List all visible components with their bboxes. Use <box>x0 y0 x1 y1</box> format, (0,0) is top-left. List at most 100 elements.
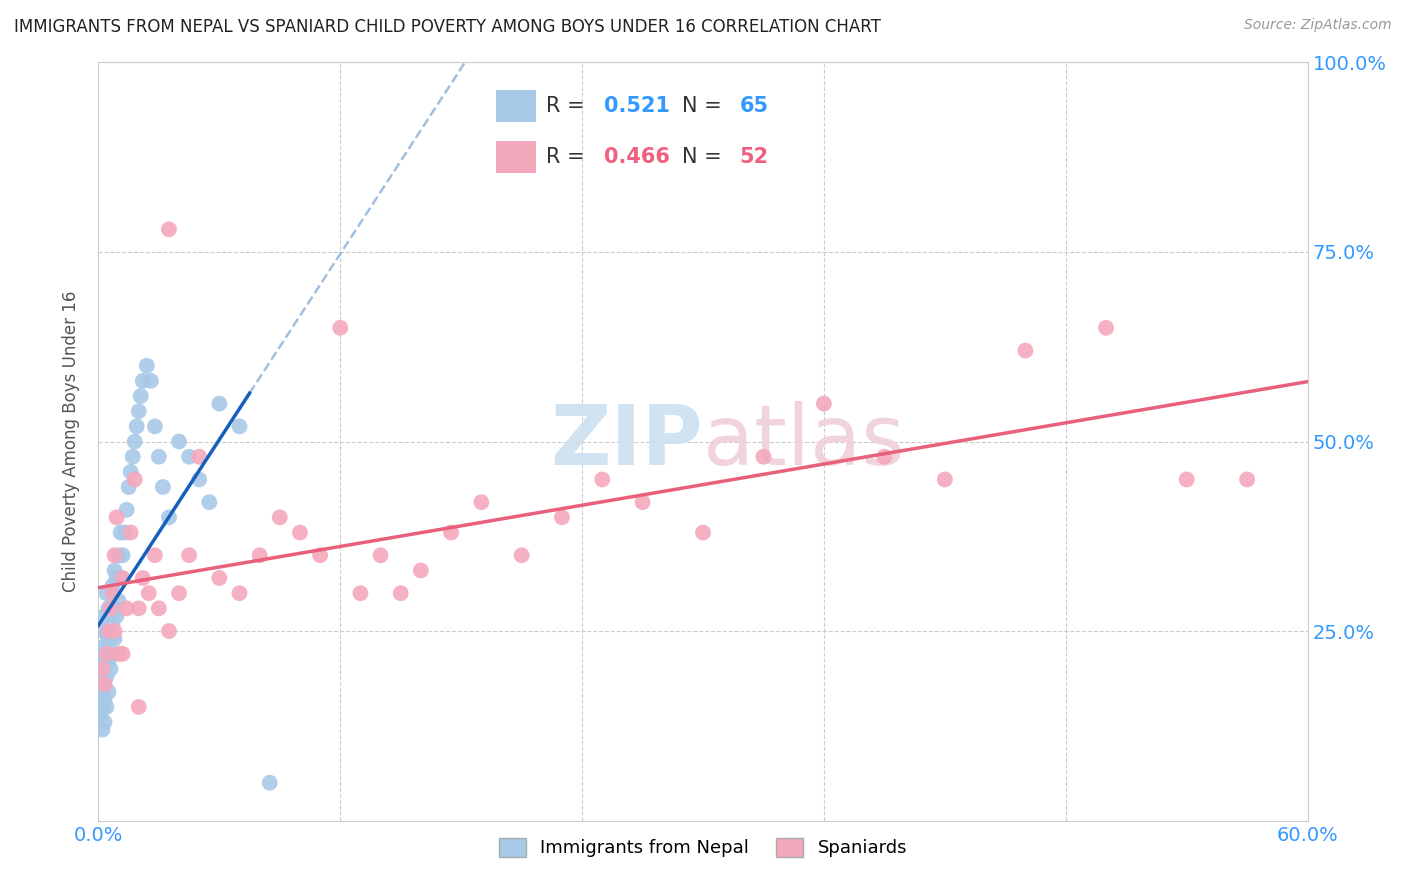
Point <box>179 450 201 464</box>
Point <box>349 586 371 600</box>
Point <box>470 495 492 509</box>
Point <box>157 222 180 236</box>
Point <box>89 669 111 683</box>
Point <box>101 586 124 600</box>
Point <box>89 685 111 699</box>
Point <box>198 495 221 509</box>
Point <box>96 586 118 600</box>
Point <box>157 624 180 639</box>
Point <box>510 548 533 563</box>
Point <box>259 776 281 790</box>
Point <box>103 632 125 646</box>
Point <box>100 601 122 615</box>
Point <box>96 647 118 661</box>
Point <box>1014 343 1036 358</box>
Point <box>167 434 190 449</box>
Point <box>1175 473 1198 487</box>
Point <box>107 647 129 661</box>
Point <box>157 510 180 524</box>
Point <box>96 669 118 683</box>
Point <box>228 586 250 600</box>
Point <box>96 647 118 661</box>
Point <box>309 548 332 563</box>
Point <box>138 586 160 600</box>
Point <box>115 503 138 517</box>
Point <box>143 548 166 563</box>
Point <box>631 495 654 509</box>
Point <box>111 647 134 661</box>
Point <box>152 480 174 494</box>
Point <box>97 624 120 639</box>
Point <box>103 601 125 615</box>
Point <box>93 655 115 669</box>
Point <box>1095 320 1118 334</box>
Point <box>873 450 896 464</box>
Point <box>91 662 114 676</box>
Point <box>440 525 463 540</box>
Point <box>97 685 120 699</box>
Point <box>97 601 120 615</box>
Point <box>115 601 138 615</box>
Point <box>89 707 111 722</box>
Point <box>329 320 352 334</box>
Point <box>120 525 142 540</box>
Point <box>103 548 125 563</box>
Legend: Immigrants from Nepal, Spaniards: Immigrants from Nepal, Spaniards <box>492 830 914 864</box>
Point <box>118 480 141 494</box>
Text: ZIP: ZIP <box>551 401 703 482</box>
Point <box>409 564 432 578</box>
Point <box>111 548 134 563</box>
Point <box>105 510 128 524</box>
Point <box>93 639 115 653</box>
Point <box>103 624 125 639</box>
Y-axis label: Child Poverty Among Boys Under 16: Child Poverty Among Boys Under 16 <box>62 291 80 592</box>
Point <box>288 525 311 540</box>
Point <box>208 571 231 585</box>
Point <box>107 548 129 563</box>
Text: IMMIGRANTS FROM NEPAL VS SPANIARD CHILD POVERTY AMONG BOYS UNDER 16 CORRELATION : IMMIGRANTS FROM NEPAL VS SPANIARD CHILD … <box>14 18 882 36</box>
Point <box>91 677 114 691</box>
Point <box>179 548 201 563</box>
Point <box>107 594 129 608</box>
Point <box>120 465 142 479</box>
Point <box>93 677 115 691</box>
Point <box>269 510 291 524</box>
Point <box>128 404 150 418</box>
Point <box>114 525 136 540</box>
Point <box>132 571 155 585</box>
Point <box>125 419 148 434</box>
Point <box>89 647 111 661</box>
Point <box>752 450 775 464</box>
Point <box>96 624 118 639</box>
Point <box>93 677 115 691</box>
Point <box>124 434 146 449</box>
Point <box>132 374 155 388</box>
Point <box>139 374 162 388</box>
Point <box>91 647 114 661</box>
Point <box>96 699 118 714</box>
Point <box>110 571 132 585</box>
Point <box>91 692 114 706</box>
Point <box>121 450 143 464</box>
Point <box>1236 473 1258 487</box>
Point <box>93 608 115 623</box>
Point <box>188 473 211 487</box>
Point <box>103 564 125 578</box>
Point <box>91 662 114 676</box>
Point <box>249 548 271 563</box>
Point <box>389 586 412 600</box>
Point <box>551 510 574 524</box>
Point <box>188 450 211 464</box>
Point <box>97 632 120 646</box>
Point <box>93 692 115 706</box>
Point <box>148 450 170 464</box>
Point <box>167 586 190 600</box>
Point <box>135 359 157 373</box>
Point <box>692 525 714 540</box>
Text: Source: ZipAtlas.com: Source: ZipAtlas.com <box>1244 18 1392 32</box>
Point <box>101 579 124 593</box>
Point <box>101 647 124 661</box>
Point <box>105 608 128 623</box>
Point <box>101 616 124 631</box>
Point <box>100 662 122 676</box>
